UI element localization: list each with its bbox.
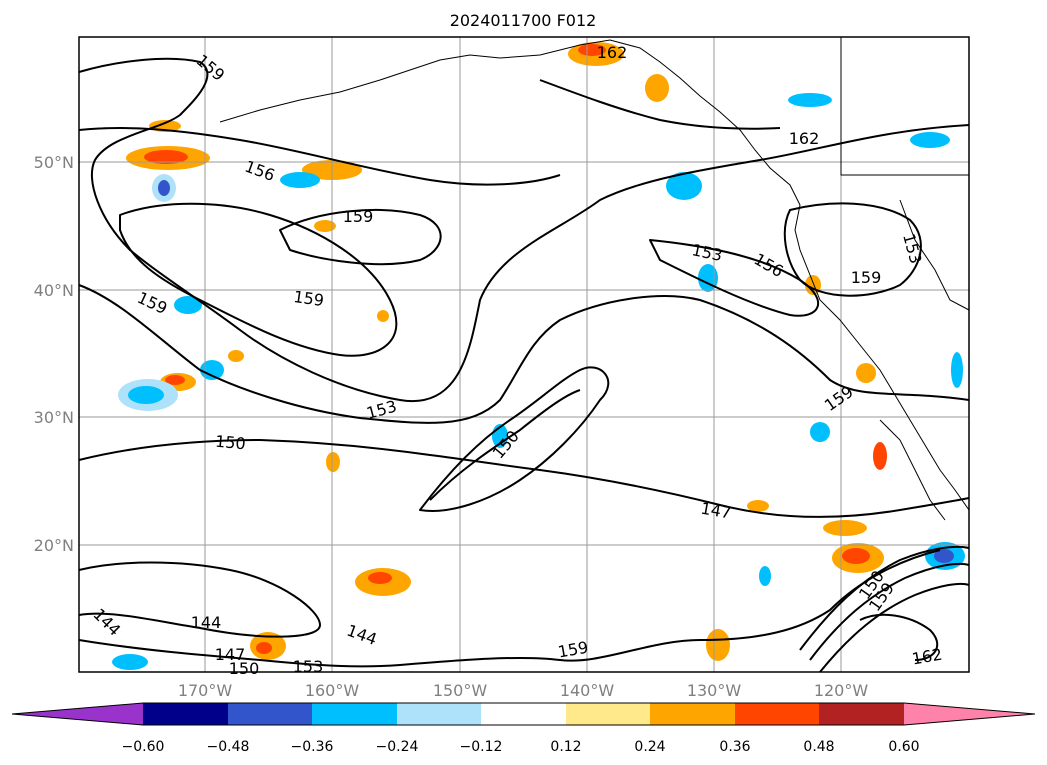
contour-label: 159 [292, 287, 325, 310]
colorbar-segment [312, 703, 397, 725]
colorbar-outline [11, 702, 1036, 726]
map-panel: 159 162 162 156 159 153 159 159 159 159 … [78, 36, 970, 678]
lon-label: 120°W [814, 681, 869, 700]
contour-label: 147 [215, 645, 246, 664]
contour-label: 150 [229, 659, 260, 678]
colorbar-segment [819, 703, 904, 725]
colorbar-tick-label: −0.24 [376, 739, 419, 755]
lon-label: 160°W [305, 681, 360, 700]
colorbar-segment [566, 703, 650, 725]
contour-label: 159 [343, 207, 374, 226]
lat-label: 40°N [34, 281, 74, 300]
contour-label: 153 [293, 657, 324, 676]
colorbar-tick-label: 0.36 [719, 739, 750, 755]
coastlines [219, 37, 970, 521]
map-title: 2024011700 F012 [450, 11, 597, 30]
lat-label: 30°N [34, 408, 74, 427]
lat-label: 20°N [34, 536, 74, 555]
colorbar-tick-label: 0.60 [888, 739, 919, 755]
colorbar-segment [481, 703, 566, 725]
colorbar-extend-max [904, 703, 1035, 725]
colorbar-tick-label: 0.12 [550, 739, 581, 755]
colorbar-tick-label: −0.12 [460, 739, 503, 755]
contour-label: 162 [789, 129, 820, 148]
colorbar-segment [228, 703, 312, 725]
lat-label: 50°N [34, 153, 74, 172]
colorbar-segment [397, 703, 481, 725]
map-frame [78, 36, 970, 673]
height-contours [78, 57, 970, 673]
colorbar-ticks: −0.60 −0.48 −0.36 −0.24 −0.12 0.12 0.24 … [122, 739, 920, 755]
colorbar-tick-label: −0.60 [122, 739, 165, 755]
colorbar-tick-label: 0.24 [634, 739, 665, 755]
colorbar: −0.60 −0.48 −0.36 −0.24 −0.12 0.12 0.24 … [11, 702, 1036, 755]
colorbar-segment [650, 703, 735, 725]
lon-label: 130°W [687, 681, 742, 700]
contour-label: 159 [851, 268, 882, 287]
contour-label: 150 [214, 432, 246, 454]
colorbar-segment [143, 703, 228, 725]
colorbar-segment [735, 703, 819, 725]
longitude-labels: 170°W 160°W 150°W 140°W 130°W 120°W [178, 681, 869, 700]
colorbar-tick-label: −0.36 [291, 739, 334, 755]
contour-label: 162 [597, 43, 628, 62]
colorbar-extend-min [12, 703, 143, 725]
lon-label: 140°W [560, 681, 615, 700]
latitude-labels: 50°N 40°N 30°N 20°N [34, 153, 74, 555]
colorbar-tick-label: 0.48 [803, 739, 834, 755]
lon-label: 170°W [178, 681, 233, 700]
negative-anomaly-shading [112, 93, 965, 670]
colorbar-tick-label: −0.48 [207, 739, 250, 755]
contour-label: 144 [191, 613, 222, 632]
lon-label: 150°W [433, 681, 488, 700]
